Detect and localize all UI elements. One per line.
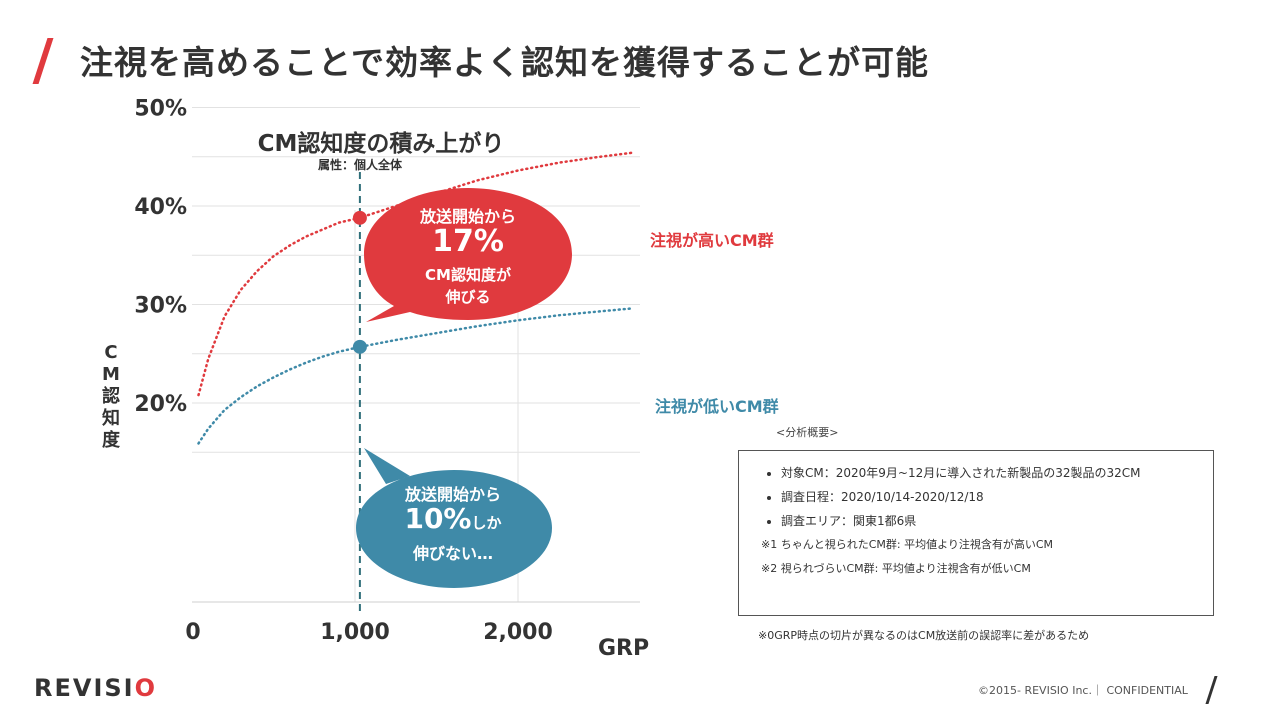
series-marker-high — [352, 210, 367, 225]
callout-high-line1: 放送開始から — [419, 207, 516, 226]
callout-low-line1: 放送開始から — [404, 485, 501, 504]
summary-heading: <分析概要> — [776, 426, 839, 439]
series-lines — [197, 151, 634, 445]
y-axis-label-glyph: M — [102, 364, 120, 385]
series-marker-low — [352, 339, 367, 354]
callout-low-value: 10%しか — [358, 502, 548, 535]
callout-bubble-high — [364, 188, 572, 322]
summary-note-2: ※2 視られづらいCM群: 平均値より注視含有が低いCM — [761, 562, 1031, 575]
axis-tick-labels: 20% 30% 40% 50% 0 1,000 2,000 — [134, 97, 552, 646]
analysis-summary-box: 対象CM：2020年9月~12月に導入された新製品の32製品の32CM 調査日程… — [738, 450, 1214, 616]
callout-high-line4: 伸びる — [445, 288, 491, 306]
series-line-high — [197, 151, 634, 397]
copyright-text: ©2015- REVISIO Inc.｜ CONFIDENTIAL — [978, 684, 1188, 697]
y-tick-label: 50% — [134, 97, 187, 122]
summary-list: 対象CM：2020年9月~12月に導入された新製品の32製品の32CM 調査日程… — [761, 461, 1199, 533]
callout-low-value-main: 10% — [404, 502, 472, 535]
callout-bubbles — [356, 188, 572, 588]
y-tick-label: 30% — [134, 294, 187, 319]
series-markers — [352, 210, 367, 354]
revisio-logo: REVISIO — [34, 674, 157, 702]
series-label-high-attention: 注視が高いCM群 — [650, 231, 774, 250]
logo-text-main: REVISI — [34, 674, 135, 702]
logo-text-accent: O — [134, 674, 157, 702]
summary-note-1: ※1 ちゃんと視られたCM群: 平均値より注視含有が高いCM — [761, 538, 1054, 551]
y-axis-label-glyph: 知 — [102, 408, 120, 429]
callout-bubble-low — [356, 448, 552, 588]
summary-item-period: 調査日程：2020/10/14-2020/12/18 — [781, 485, 1199, 509]
summary-item-area: 調査エリア：関東1都6県 — [781, 509, 1199, 533]
summary-item-target: 対象CM：2020年9月~12月に導入された新製品の32製品の32CM — [781, 461, 1199, 485]
page-title: 注視を高めることで効率よく認知を獲得することが可能 — [80, 43, 930, 82]
callout-high-value: 17% — [432, 224, 504, 259]
callout-low-value-suffix: しか — [471, 514, 502, 532]
x-axis-label: GRP — [598, 636, 650, 661]
chart-subtitle: 属性：個人全体 — [317, 158, 402, 172]
y-axis-label-glyph: C — [104, 342, 118, 363]
callout-low-line3: 伸びない… — [412, 544, 493, 563]
chart-title: CM認知度の積み上がり — [257, 131, 505, 157]
series-line-low — [197, 307, 634, 445]
y-axis-label-glyph: 認 — [102, 386, 120, 407]
y-tick-label: 40% — [134, 195, 187, 220]
callout-high-line3: CM認知度が — [425, 266, 511, 284]
intercept-footnote: ※0GRP時点の切片が異なるのはCM放送前の誤認率に差があるため — [758, 629, 1090, 642]
y-axis-label-glyph: 度 — [102, 430, 120, 451]
x-tick-label: 2,000 — [483, 620, 553, 645]
series-label-low-attention: 注視が低いCM群 — [655, 397, 779, 416]
x-tick-label: 0 — [185, 620, 200, 645]
y-tick-label: 20% — [134, 392, 187, 417]
x-tick-label: 1,000 — [320, 620, 390, 645]
